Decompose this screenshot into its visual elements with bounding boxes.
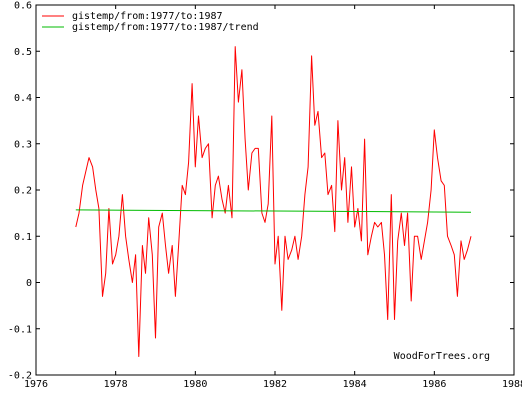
y-tick-label: 0.3 bbox=[14, 139, 32, 150]
series-layer bbox=[75, 46, 472, 357]
series-line-gistemp bbox=[75, 46, 472, 357]
x-tick-label: 1980 bbox=[183, 379, 207, 390]
legend: gistemp/from:1977/to:1987 gistemp/from:1… bbox=[42, 11, 259, 33]
watermark-woodfortrees: WoodForTrees.org bbox=[394, 351, 490, 362]
y-tick-label: 0.5 bbox=[14, 47, 32, 58]
y-tick-label: -0.1 bbox=[8, 324, 32, 335]
plot-frame bbox=[35, 4, 515, 376]
x-tick-label: 1978 bbox=[104, 379, 128, 390]
y-tick-label: 0 bbox=[26, 278, 32, 289]
legend-label-trend: gistemp/from:1977/to:1987/trend bbox=[72, 22, 259, 33]
y-tick-label: 0.2 bbox=[14, 186, 32, 197]
y-tick-label: -0.2 bbox=[8, 371, 32, 382]
x-tick-label: 1976 bbox=[24, 379, 48, 390]
axis-ticks: -0.2 -0.1 0 0.1 0.2 0.3 0.4 0.5 0.6 1976 1978 1980 1… bbox=[8, 1, 522, 391]
y-tick-label: 0.1 bbox=[14, 232, 32, 243]
x-tick-label: 1988 bbox=[502, 379, 522, 390]
x-tick-label: 1984 bbox=[343, 379, 367, 390]
x-tick-label: 1986 bbox=[422, 379, 446, 390]
legend-label-gistemp: gistemp/from:1977/to:1987 bbox=[72, 11, 223, 22]
x-tick-label: 1982 bbox=[263, 379, 287, 390]
series-line-trend bbox=[75, 209, 472, 213]
y-tick-label: 0.6 bbox=[14, 1, 32, 12]
y-tick-label: 0.4 bbox=[14, 93, 32, 104]
